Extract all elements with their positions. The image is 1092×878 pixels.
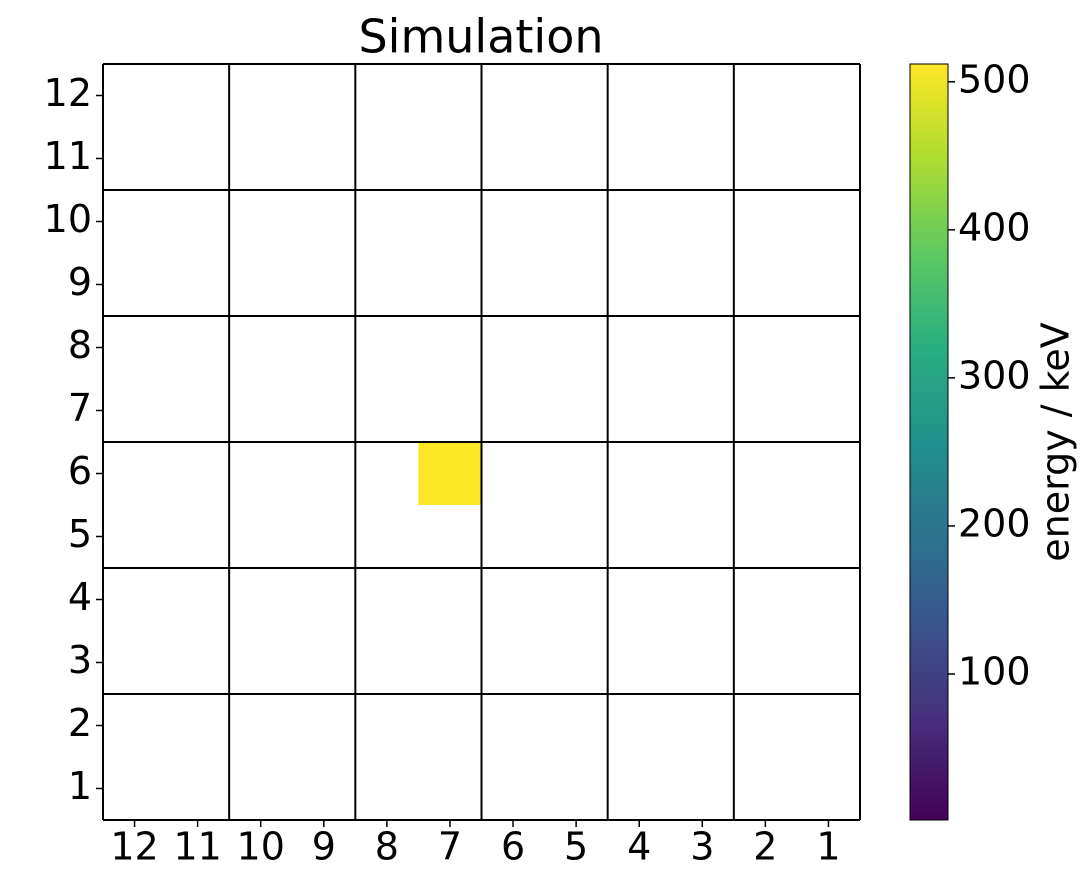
y-tick-label: 12 [44, 71, 92, 115]
x-tick-label: 11 [173, 825, 221, 869]
x-tick-label: 12 [110, 825, 158, 869]
y-tick-label: 8 [68, 323, 92, 367]
x-tick-label: 6 [501, 825, 525, 869]
x-tick-label: 4 [627, 825, 651, 869]
y-tick-label: 11 [44, 134, 92, 178]
colorbar-tick-label: 100 [958, 650, 1031, 694]
colorbar-tick-label: 200 [958, 501, 1031, 545]
chart-title: Simulation [358, 10, 603, 64]
colorbar [909, 63, 949, 821]
y-tick-label: 1 [68, 764, 92, 808]
y-tick-label: 10 [44, 197, 92, 241]
colorbar-tick-label: 300 [958, 353, 1031, 397]
colorbar-label: energy / keV [1034, 322, 1078, 561]
x-tick-label: 8 [375, 825, 399, 869]
y-tick-label: 4 [68, 575, 92, 619]
x-tick-label: 2 [753, 825, 777, 869]
cell [418, 442, 482, 505]
y-tick-label: 6 [68, 449, 92, 493]
y-tick-label: 5 [68, 512, 92, 556]
x-tick-label: 10 [237, 825, 285, 869]
x-tick-label: 3 [690, 825, 714, 869]
y-tick-label: 3 [68, 638, 92, 682]
x-tick-label: 5 [564, 825, 588, 869]
x-tick-label: 1 [816, 825, 840, 869]
colorbar-tick-label: 500 [958, 57, 1031, 101]
colorbar-tick-label: 400 [958, 205, 1031, 249]
y-tick-label: 7 [68, 386, 92, 430]
x-tick-label: 7 [438, 825, 462, 869]
x-tick-label: 9 [312, 825, 336, 869]
y-tick-label: 9 [68, 260, 92, 304]
y-tick-label: 2 [68, 701, 92, 745]
